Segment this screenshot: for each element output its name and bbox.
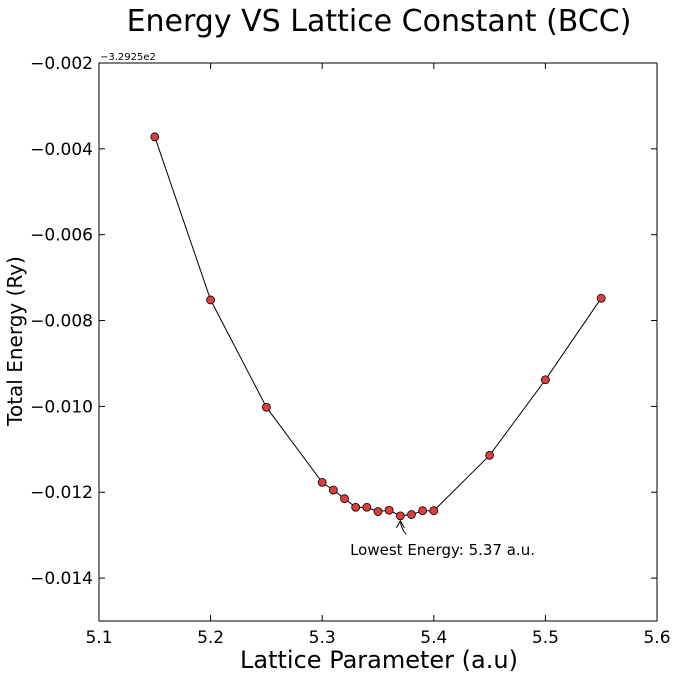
y-tick-label: −0.014 — [30, 569, 93, 589]
x-axis-label: Lattice Parameter (a.u) — [240, 646, 518, 674]
data-point — [340, 494, 349, 504]
data-point — [150, 132, 160, 142]
data-point — [485, 450, 495, 460]
data-point — [261, 402, 271, 412]
annotation-text: Lowest Energy: 5.37 a.u. — [350, 541, 535, 559]
x-tick-label: 5.6 — [643, 628, 670, 648]
y-offset-label: −3.2925e2 — [100, 52, 156, 63]
y-tick-label: −0.010 — [30, 397, 93, 417]
y-tick-label: −0.004 — [30, 140, 93, 160]
data-point — [373, 507, 383, 516]
data-point — [362, 502, 372, 512]
data-point — [407, 510, 416, 519]
annotation-arrow — [399, 520, 407, 535]
data-point — [317, 477, 327, 487]
data-point — [328, 485, 338, 495]
x-tick-label: 5.1 — [85, 628, 112, 648]
data-point — [395, 511, 405, 521]
annotation-arrowhead — [395, 519, 405, 529]
x-tick-label: 5.4 — [420, 628, 447, 648]
plot-area: 5.1 5.2 5.3 5.4 5.5 5.6 −0.014 −0.012 −0.010 −0.0… — [30, 54, 670, 648]
data-point — [418, 506, 428, 516]
data-point — [206, 295, 216, 305]
y-tick-label: −0.006 — [30, 226, 93, 246]
data-point — [351, 502, 361, 512]
data-point — [384, 505, 394, 515]
chart-title: Energy VS Lattice Constant (BCC) — [127, 4, 632, 39]
y-axis-label: Total Energy (Ry) — [3, 256, 27, 427]
data-point — [596, 293, 606, 303]
y-tick-label: −0.008 — [30, 312, 93, 332]
x-tick-label: 5.3 — [309, 628, 336, 648]
series-line — [154, 136, 602, 517]
x-tick-label: 5.5 — [532, 628, 559, 648]
y-tick-label: −0.012 — [30, 483, 93, 503]
y-tick-label: −0.002 — [30, 54, 93, 74]
plot-frame — [98, 62, 658, 622]
data-point — [429, 506, 439, 516]
data-point — [541, 375, 550, 385]
x-tick-label: 5.2 — [197, 628, 224, 648]
